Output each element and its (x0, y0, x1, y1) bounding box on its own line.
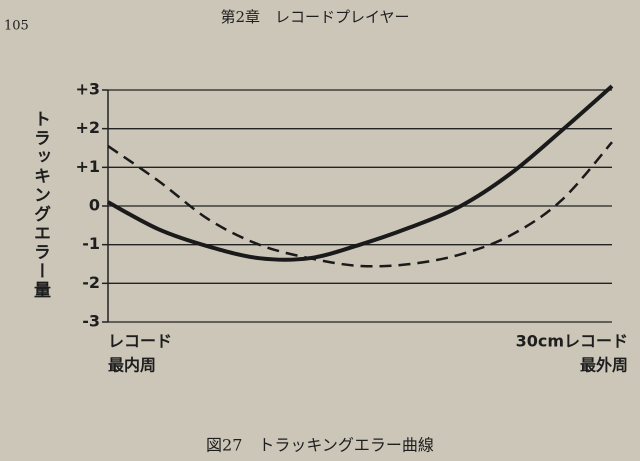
y-tick-label: +2 (75, 118, 100, 137)
y-axis-label: トラッキングエラー量 (30, 110, 51, 300)
series-line (107, 141, 613, 268)
y-tick-label: -3 (82, 312, 100, 331)
y-tick-label: -1 (82, 234, 100, 253)
x-axis-label: 最内周 (108, 356, 156, 375)
y-tick-label: +3 (75, 80, 100, 99)
y-tick-label: 0 (89, 196, 100, 215)
x-axis-label: 最外周 (580, 356, 628, 375)
caption: 図27 トラッキングエラー曲線 (206, 436, 434, 455)
x-axis-label: 30cmレコード (516, 332, 628, 351)
y-tick-label: -2 (82, 273, 100, 292)
y-tick-label: +1 (75, 157, 100, 176)
page-number: 105 (4, 19, 29, 34)
series-line (107, 84, 614, 262)
x-axis-label: レコード (108, 332, 172, 351)
running-head: 第2章 レコードプレイヤー (220, 8, 409, 26)
